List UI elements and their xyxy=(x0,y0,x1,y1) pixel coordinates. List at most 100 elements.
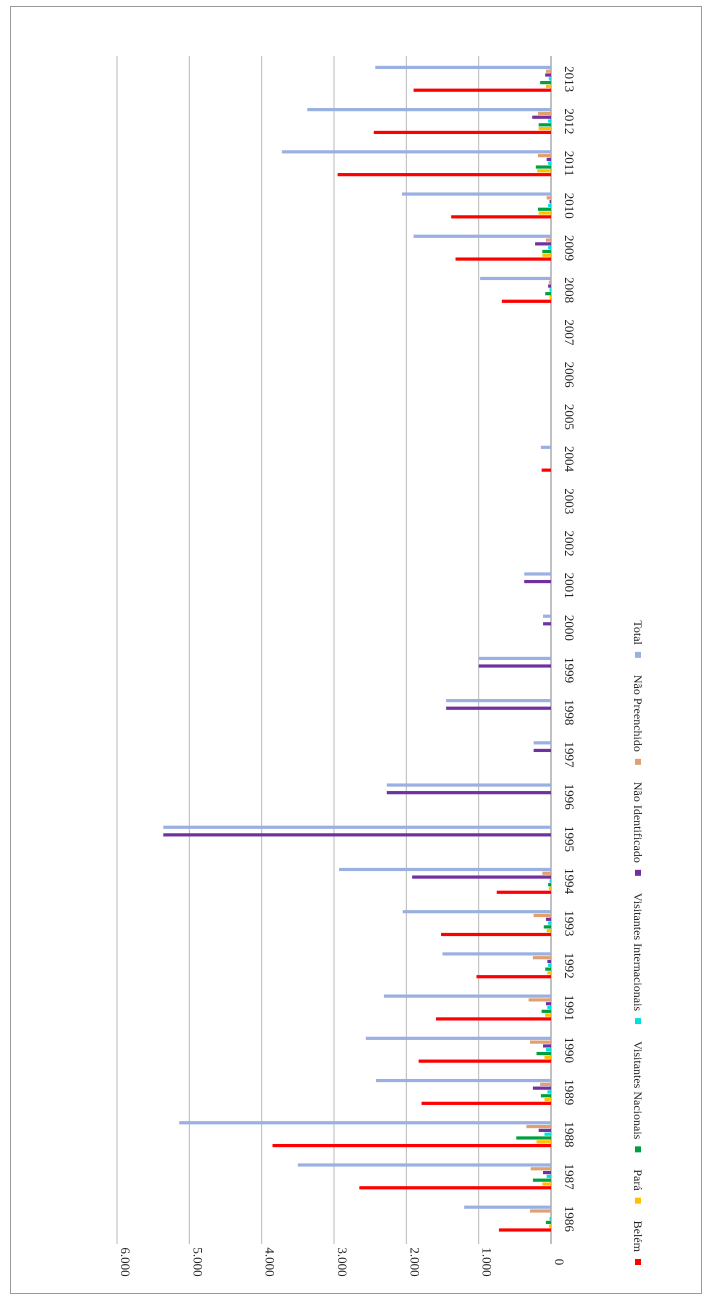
value-axis-ticks: 0 1.000 2.000 3.000 4.000 5.000 6.000 xyxy=(118,1247,567,1276)
legend-item-para: Pará xyxy=(631,1169,645,1204)
bar-visitantes-internacionais-1994 xyxy=(549,879,551,883)
bar-nao-identificado-1987 xyxy=(543,1170,551,1175)
bar-total-1993 xyxy=(402,910,551,914)
bar-belem-1990 xyxy=(418,1059,551,1063)
bar-nao-identificado-1997 xyxy=(533,748,551,753)
legend-item-visitantes-internacionais: Visitantes Internacionais xyxy=(631,893,645,1025)
legend-label: Visitantes Internacionais xyxy=(631,893,645,1012)
bar-belem-2013 xyxy=(413,88,551,92)
bar-nao-preenchido-2008 xyxy=(548,280,551,284)
bar-nao-identificado-2000 xyxy=(543,622,551,626)
category-tick-label: 2005 xyxy=(562,404,577,430)
bar-belem-2008 xyxy=(501,299,551,303)
category-tick-label: 1993 xyxy=(562,910,577,936)
bar-nao-preenchido-2011 xyxy=(537,154,551,158)
bar-nao-identificado-1996 xyxy=(386,791,551,795)
bar-para-1991 xyxy=(545,1013,551,1017)
bar-para-1992 xyxy=(547,971,551,975)
bar-visitantes-nacionais-1988 xyxy=(516,1136,551,1140)
bar-visitantes-internacionais-1987 xyxy=(546,1174,551,1178)
category-tick-label: 1987 xyxy=(562,1164,577,1191)
legend-swatch xyxy=(635,1146,641,1153)
bar-belem-2011 xyxy=(337,173,551,177)
legend-swatch xyxy=(635,1197,641,1204)
bar-total-2001 xyxy=(524,572,551,576)
bar-total-1988 xyxy=(179,1121,551,1125)
bar-belem-2012 xyxy=(373,130,551,135)
category-tick-label: 2000 xyxy=(562,615,577,641)
value-tick-label: 1.000 xyxy=(480,1247,495,1276)
bar-para-1993 xyxy=(546,929,551,933)
category-tick-label: 1994 xyxy=(562,868,577,895)
category-tick-label: 1995 xyxy=(562,826,577,852)
category-axis-labels: 1986 1987 1988 1989 1990 1991 1992 1993 1994 1995… xyxy=(562,66,577,1232)
bar-visitantes-internacionais-1991 xyxy=(547,1005,551,1010)
bar-total-1999 xyxy=(478,656,551,661)
value-tick-label: 5.000 xyxy=(190,1247,205,1276)
category-tick-label: 2012 xyxy=(562,108,577,134)
bar-visitantes-internacionais-1992 xyxy=(548,963,551,967)
bar-visitantes-internacionais-1988 xyxy=(544,1132,551,1136)
bar-visitantes-internacionais-2008 xyxy=(549,288,551,292)
bar-total-1987 xyxy=(297,1163,551,1167)
category-tick-label: 1998 xyxy=(562,699,577,725)
legend-item-total: Total xyxy=(631,620,645,658)
bar-total-2008 xyxy=(480,276,551,281)
category-tick-label: 1989 xyxy=(562,1079,577,1105)
bar-nao-preenchido-2013 xyxy=(545,69,551,73)
bar-belem-1992 xyxy=(476,975,551,979)
bar-visitantes-nacionais-1990 xyxy=(536,1051,551,1056)
bars xyxy=(163,65,551,1232)
bar-nao-identificado-1998 xyxy=(446,706,551,710)
category-tick-label: 1999 xyxy=(562,657,577,683)
bar-total-2011 xyxy=(281,150,551,154)
value-tick-label: 6.000 xyxy=(118,1247,133,1276)
bar-nao-identificado-2012 xyxy=(532,115,551,119)
legend-label: Total xyxy=(631,620,645,645)
category-tick-label: 2006 xyxy=(562,362,577,389)
bar-visitantes-nacionais-1991 xyxy=(541,1009,551,1013)
category-tick-label: 1992 xyxy=(562,953,577,979)
bar-nao-identificado-1992 xyxy=(547,959,551,964)
bar-para-2011 xyxy=(537,169,551,173)
value-tick-label: 2.000 xyxy=(407,1247,422,1276)
bar-visitantes-nacionais-2009 xyxy=(542,249,551,254)
bar-nao-preenchido-1990 xyxy=(530,1040,551,1044)
legend-label: Pará xyxy=(631,1169,645,1191)
bar-nao-identificado-2011 xyxy=(546,157,551,162)
category-tick-label: 1986 xyxy=(562,1206,577,1233)
category-tick-label: 2010 xyxy=(562,193,577,219)
bar-nao-preenchido-1993 xyxy=(533,913,551,918)
bar-nao-preenchido-1988 xyxy=(526,1124,551,1129)
bar-total-1994 xyxy=(339,867,551,872)
category-tick-label: 2001 xyxy=(562,573,577,599)
category-tick-label: 2011 xyxy=(562,151,577,177)
bar-nao-identificado-2001 xyxy=(524,579,551,584)
bar-para-1994 xyxy=(548,886,551,891)
category-tick-label: 1990 xyxy=(562,1037,577,1063)
legend-item-visitantes-nacionais: Visitantes Nacionais xyxy=(631,1041,645,1153)
bar-total-1998 xyxy=(446,699,551,703)
bar-para-1989 xyxy=(544,1097,551,1102)
bar-total-1995 xyxy=(163,825,551,829)
bar-visitantes-nacionais-1987 xyxy=(532,1178,551,1182)
bar-para-2008 xyxy=(549,295,551,300)
bar-belem-2010 xyxy=(451,215,551,219)
bar-nao-preenchido-1991 xyxy=(528,998,551,1002)
bar-visitantes-nacionais-2011 xyxy=(535,165,551,169)
bar-belem-1991 xyxy=(435,1017,551,1021)
bar-visitantes-internacionais-2013 xyxy=(548,77,551,81)
legend-swatch xyxy=(635,1259,641,1265)
bar-visitantes-internacionais-1986 xyxy=(549,1216,551,1221)
legend-swatch xyxy=(635,758,641,765)
legend-item-nao-preenchido: Não Preenchido xyxy=(631,675,645,765)
category-tick-label: 1991 xyxy=(562,995,577,1021)
bar-total-1992 xyxy=(442,952,551,956)
bar-belem-2009 xyxy=(455,257,551,261)
bar-total-1989 xyxy=(375,1078,551,1083)
legend-label: Belém xyxy=(631,1221,645,1253)
bar-total-2009 xyxy=(413,234,551,238)
bar-nao-identificado-1994 xyxy=(412,875,551,879)
category-tick-label: 2002 xyxy=(562,530,577,556)
category-tick-label: 2007 xyxy=(562,319,577,346)
